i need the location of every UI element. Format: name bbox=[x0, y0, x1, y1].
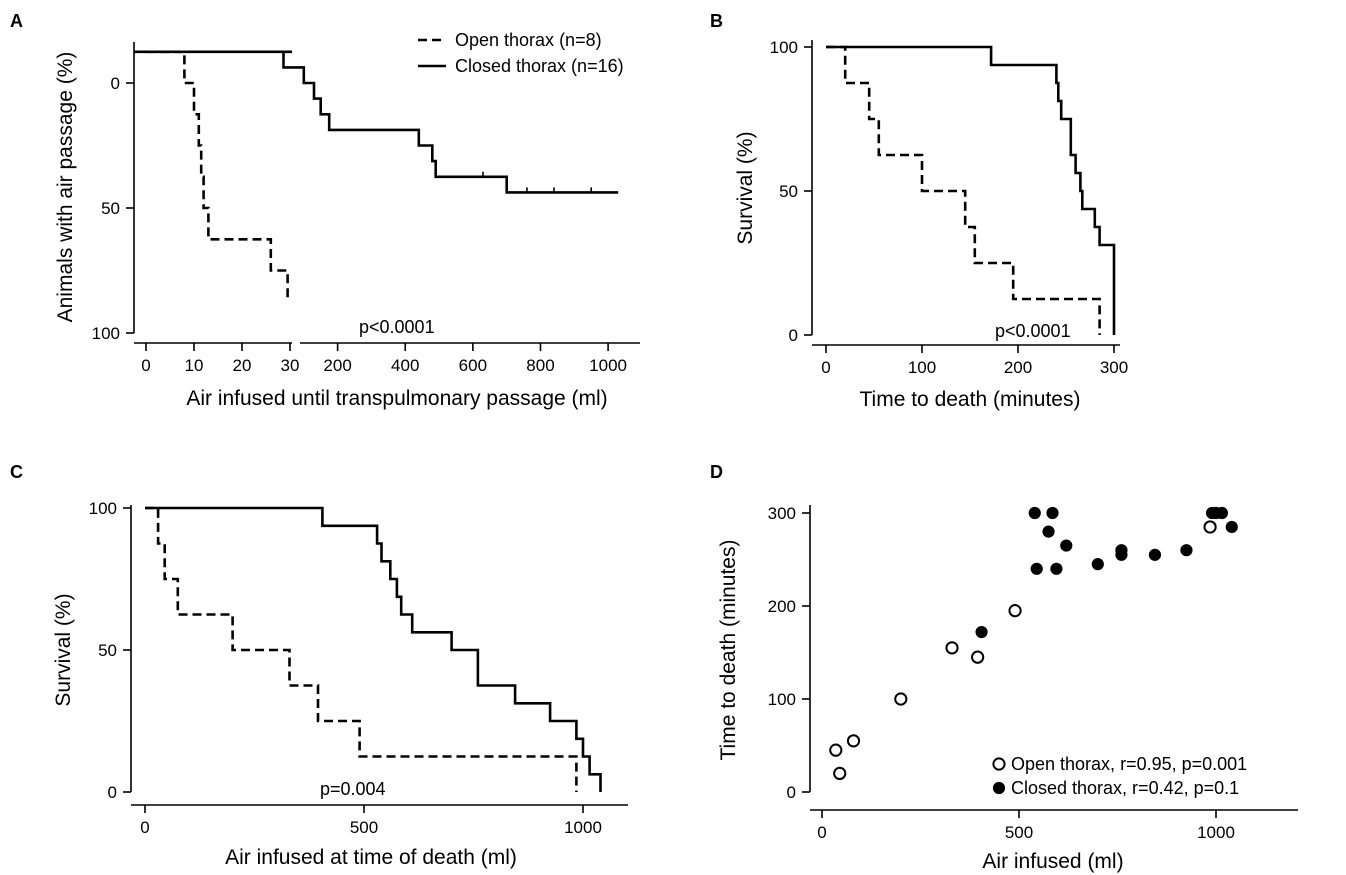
series-closed-thorax bbox=[826, 45, 1116, 335]
point-open-thorax bbox=[829, 743, 843, 757]
y-tick-label: 0 bbox=[111, 74, 120, 93]
series-open-thorax bbox=[146, 50, 289, 302]
p-value-annotation: p<0.0001 bbox=[995, 321, 1071, 341]
point-open-thorax bbox=[894, 692, 908, 706]
panel-b-chart: 0 50 100 0 100 200 300 Time to death (minutes) S… bbox=[734, 38, 1128, 411]
x-tick-label: 300 bbox=[1100, 358, 1128, 377]
point-closed-thorax bbox=[1115, 544, 1128, 557]
panel-label-d: D bbox=[710, 462, 723, 482]
point-closed-thorax bbox=[1030, 562, 1043, 575]
series-open-thorax bbox=[826, 45, 1101, 335]
y-tick-label: 100 bbox=[768, 690, 796, 709]
y-tick-label: 0 bbox=[787, 783, 796, 802]
x-tick-label: 200 bbox=[1004, 358, 1032, 377]
x-tick-label: 0 bbox=[821, 358, 830, 377]
panel-label-b: B bbox=[710, 11, 723, 31]
y-tick-label: 50 bbox=[101, 199, 120, 218]
point-closed-thorax bbox=[1180, 544, 1193, 557]
x-axis-title: Air infused until transpulmonary passage… bbox=[186, 387, 607, 410]
x-tick-label: 600 bbox=[459, 356, 487, 375]
x-tick-label: 0 bbox=[140, 818, 149, 837]
legend-closed-label: Closed thorax, r=0.42, p=0.1 bbox=[1011, 778, 1239, 798]
point-closed-thorax bbox=[1042, 525, 1055, 538]
legend-closed-marker bbox=[992, 781, 1006, 795]
x-axis-title: Air infused (ml) bbox=[982, 850, 1123, 873]
x-tick-label: 0 bbox=[817, 823, 826, 842]
x-tick-label: 500 bbox=[1005, 823, 1033, 842]
point-closed-thorax bbox=[1091, 558, 1104, 571]
y-axis-title: Survival (%) bbox=[734, 131, 757, 244]
point-open-thorax bbox=[1203, 520, 1217, 534]
y-tick-label: 300 bbox=[768, 504, 796, 523]
panel-d-chart: 0 100 200 300 0 500 1000 Air infused (ml) Time t… bbox=[717, 504, 1298, 873]
point-closed-thorax bbox=[1148, 548, 1162, 561]
point-closed-thorax bbox=[1028, 506, 1041, 520]
point-closed-thorax bbox=[975, 625, 988, 639]
point-open-thorax bbox=[1008, 604, 1022, 618]
point-open-thorax bbox=[945, 641, 959, 655]
y-tick-label: 100 bbox=[92, 324, 120, 343]
x-tick-label: 400 bbox=[391, 356, 419, 375]
panel-label-c: C bbox=[10, 462, 23, 482]
series-closed-thorax bbox=[145, 506, 602, 792]
point-closed-thorax bbox=[1050, 562, 1063, 575]
legend-closed-label: Closed thorax (n=16) bbox=[455, 56, 624, 76]
y-tick-label: 0 bbox=[789, 326, 798, 345]
x-axis-title: Air infused at time of death (ml) bbox=[225, 846, 517, 869]
y-axis-title: Time to death (minutes) bbox=[717, 540, 740, 761]
x-tick-label: 800 bbox=[526, 356, 554, 375]
p-value-annotation: p<0.0001 bbox=[359, 317, 435, 337]
x-tick-label: 30 bbox=[281, 356, 300, 375]
x-tick-label: 10 bbox=[185, 356, 204, 375]
x-tick-label: 1000 bbox=[564, 818, 602, 837]
legend-open-closed: Open thorax (n=8) Closed thorax (n=16) bbox=[418, 30, 624, 76]
point-closed-thorax bbox=[1225, 520, 1238, 534]
x-axis-title: Time to death (minutes) bbox=[860, 388, 1081, 411]
y-tick-label: 50 bbox=[98, 641, 117, 660]
y-axis-title: Survival (%) bbox=[52, 593, 75, 706]
x-tick-label: 500 bbox=[350, 818, 378, 837]
panel-label-a: A bbox=[10, 11, 23, 31]
point-closed-thorax bbox=[1046, 506, 1059, 520]
point-open-thorax bbox=[846, 734, 861, 748]
series-open-thorax bbox=[145, 506, 578, 792]
y-tick-label: 100 bbox=[770, 38, 798, 57]
y-tick-label: 200 bbox=[768, 597, 796, 616]
legend-open-label: Open thorax, r=0.95, p=0.001 bbox=[1011, 754, 1247, 774]
point-closed-thorax bbox=[1215, 506, 1229, 520]
x-tick-label: 1000 bbox=[589, 356, 627, 375]
y-tick-label: 50 bbox=[779, 182, 798, 201]
x-tick-label: 100 bbox=[908, 358, 936, 377]
point-closed-thorax bbox=[1060, 539, 1073, 552]
y-tick-label: 100 bbox=[89, 499, 117, 518]
x-tick-label: 1000 bbox=[1197, 823, 1235, 842]
legend-open-label: Open thorax (n=8) bbox=[455, 30, 602, 50]
x-tick-label: 200 bbox=[323, 356, 351, 375]
x-tick-label: 20 bbox=[233, 356, 252, 375]
series-closed-thorax bbox=[134, 50, 619, 194]
y-tick-label: 0 bbox=[108, 783, 117, 802]
p-value-annotation: p=0.004 bbox=[320, 779, 386, 799]
legend-open-marker bbox=[992, 757, 1006, 771]
y-axis-title: Animals with air passage (%) bbox=[54, 52, 77, 323]
point-open-thorax bbox=[971, 650, 985, 664]
x-tick-label: 0 bbox=[141, 356, 150, 375]
point-open-thorax bbox=[833, 766, 847, 781]
